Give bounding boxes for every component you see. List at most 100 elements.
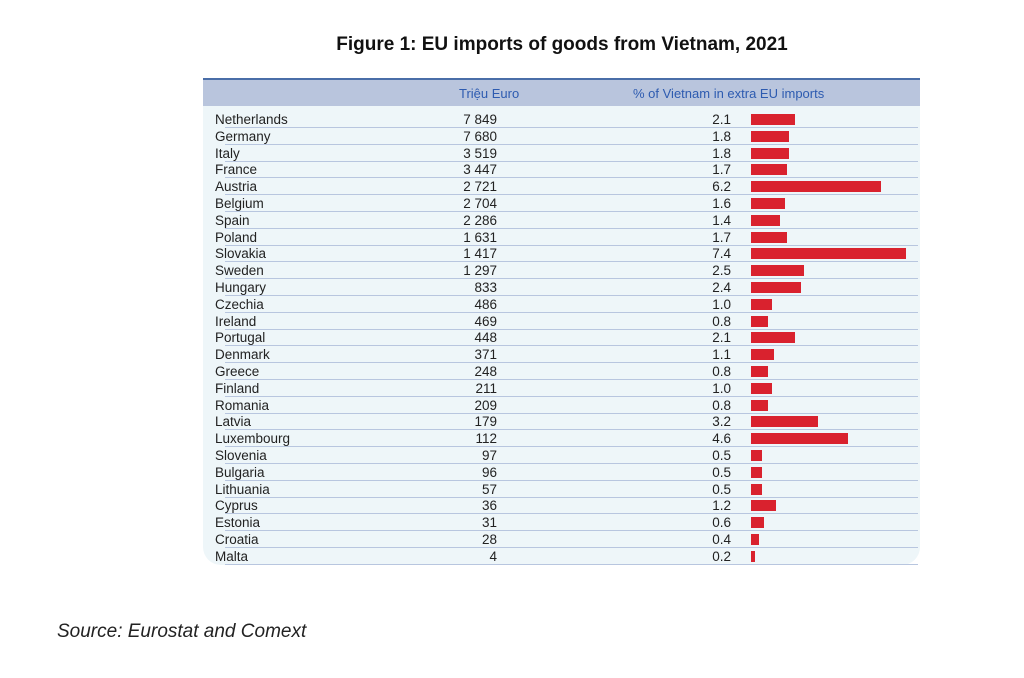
table-row: Czechia 486 1.0 [203,296,920,313]
country-label: Italy [215,145,240,161]
country-label: Cyprus [215,498,258,514]
table-row: Finland 211 1.0 [203,380,920,397]
country-label: Denmark [215,347,270,363]
percent-bar [751,114,796,125]
value-label: 4 [489,548,497,564]
percent-label: 1.2 [712,498,731,514]
table-row: Malta 4 0.2 [203,548,920,565]
row-divider [225,127,918,128]
table-row: Germany 7 680 1.8 [203,128,920,145]
percent-label: 1.7 [712,229,731,245]
percent-label: 0.8 [712,364,731,379]
row-divider [225,295,918,296]
percent-bar [751,332,796,344]
row-divider [225,530,918,532]
percent-label: 0.8 [712,313,731,329]
percent-bar [751,450,762,461]
percent-label: 2.1 [712,112,731,127]
value-label: 28 [481,532,497,547]
percent-bar [751,214,781,226]
country-label: Austria [215,179,258,195]
value-label: 486 [474,296,497,312]
percent-bar [751,164,787,176]
value-label: 1 631 [463,229,497,245]
table-row: Croatia 28 0.4 [203,531,920,548]
percent-bar [751,147,789,159]
value-label: 7 680 [463,128,497,144]
value-label: 31 [481,515,497,531]
percent-bar [751,399,768,411]
country-label: Lithuania [215,481,270,497]
value-label: 211 [475,380,497,396]
column-header-percent: % of Vietnam in extra EU imports [633,86,825,101]
value-label: 112 [475,431,497,447]
percent-bar [751,315,768,327]
source-note: Source: Eurostat and Comext [57,621,307,642]
row-divider [225,463,918,464]
table-row: Spain 2 286 1.4 [203,212,920,229]
percent-label: 0.6 [712,515,731,531]
percent-bar [751,382,772,394]
value-label: 1 297 [463,263,497,279]
country-label: Greece [215,364,260,379]
country-label: Slovakia [215,246,267,262]
row-divider [225,160,918,162]
value-label: 371 [474,347,497,363]
table-row: Portugal 448 2.1 [203,329,920,347]
value-label: 1 417 [463,246,497,262]
value-label: 97 [481,448,497,463]
table-row: Belgium 2 704 1.6 [203,195,920,212]
country-label: Luxembourg [215,431,291,447]
table-row: Bulgaria 96 0.5 [203,464,920,481]
country-label: Finland [215,380,260,396]
value-label: 448 [474,330,497,346]
value-label: 3 519 [463,145,497,161]
percent-label: 1.1 [712,347,731,363]
row-divider [225,429,918,431]
country-label: Hungary [215,280,267,295]
percent-label: 6.2 [712,179,731,195]
table-row: France 3 447 1.7 [203,161,920,179]
percent-label: 1.8 [712,128,731,144]
value-label: 179 [474,414,497,430]
row-divider [225,211,918,212]
percent-label: 3.2 [712,414,731,430]
percent-label: 4.6 [712,431,731,447]
country-label: Ireland [215,313,257,329]
percent-bar [751,483,762,495]
table-row: Luxembourg 112 4.6 [203,430,920,448]
table-row: Netherlands 7 849 2.1 [203,111,920,128]
country-label: Portugal [215,330,266,346]
percent-label: 2.1 [712,330,731,346]
table-row: Estonia 31 0.6 [203,514,920,532]
percent-bar [751,517,764,529]
percent-bar [751,534,760,545]
row-divider [225,244,918,246]
percent-bar [751,181,882,193]
country-label: Belgium [215,196,264,211]
country-label: Romania [215,397,270,413]
column-header-value: Triệu Euro [459,86,520,101]
value-label: 248 [474,364,497,379]
percent-label: 0.2 [712,548,731,564]
row-divider [225,395,918,397]
percent-label: 0.4 [712,532,731,547]
percent-label: 0.5 [712,481,731,497]
percent-label: 1.4 [712,212,731,228]
row-divider [225,479,918,481]
value-label: 209 [474,397,497,413]
country-label: Czechia [215,296,264,312]
row-divider [225,513,918,515]
percent-label: 2.5 [712,263,731,279]
country-label: France [215,162,258,178]
table-row: Hungary 833 2.4 [203,279,920,296]
percent-bar [751,198,785,209]
value-label: 96 [481,464,497,480]
country-label: Slovenia [215,448,267,463]
country-label: Estonia [215,515,261,531]
percent-bar [751,500,777,512]
percent-bar [751,366,768,377]
percent-label: 0.8 [712,397,731,413]
table-row: Cyprus 36 1.2 [203,497,920,515]
row-divider [225,177,918,179]
